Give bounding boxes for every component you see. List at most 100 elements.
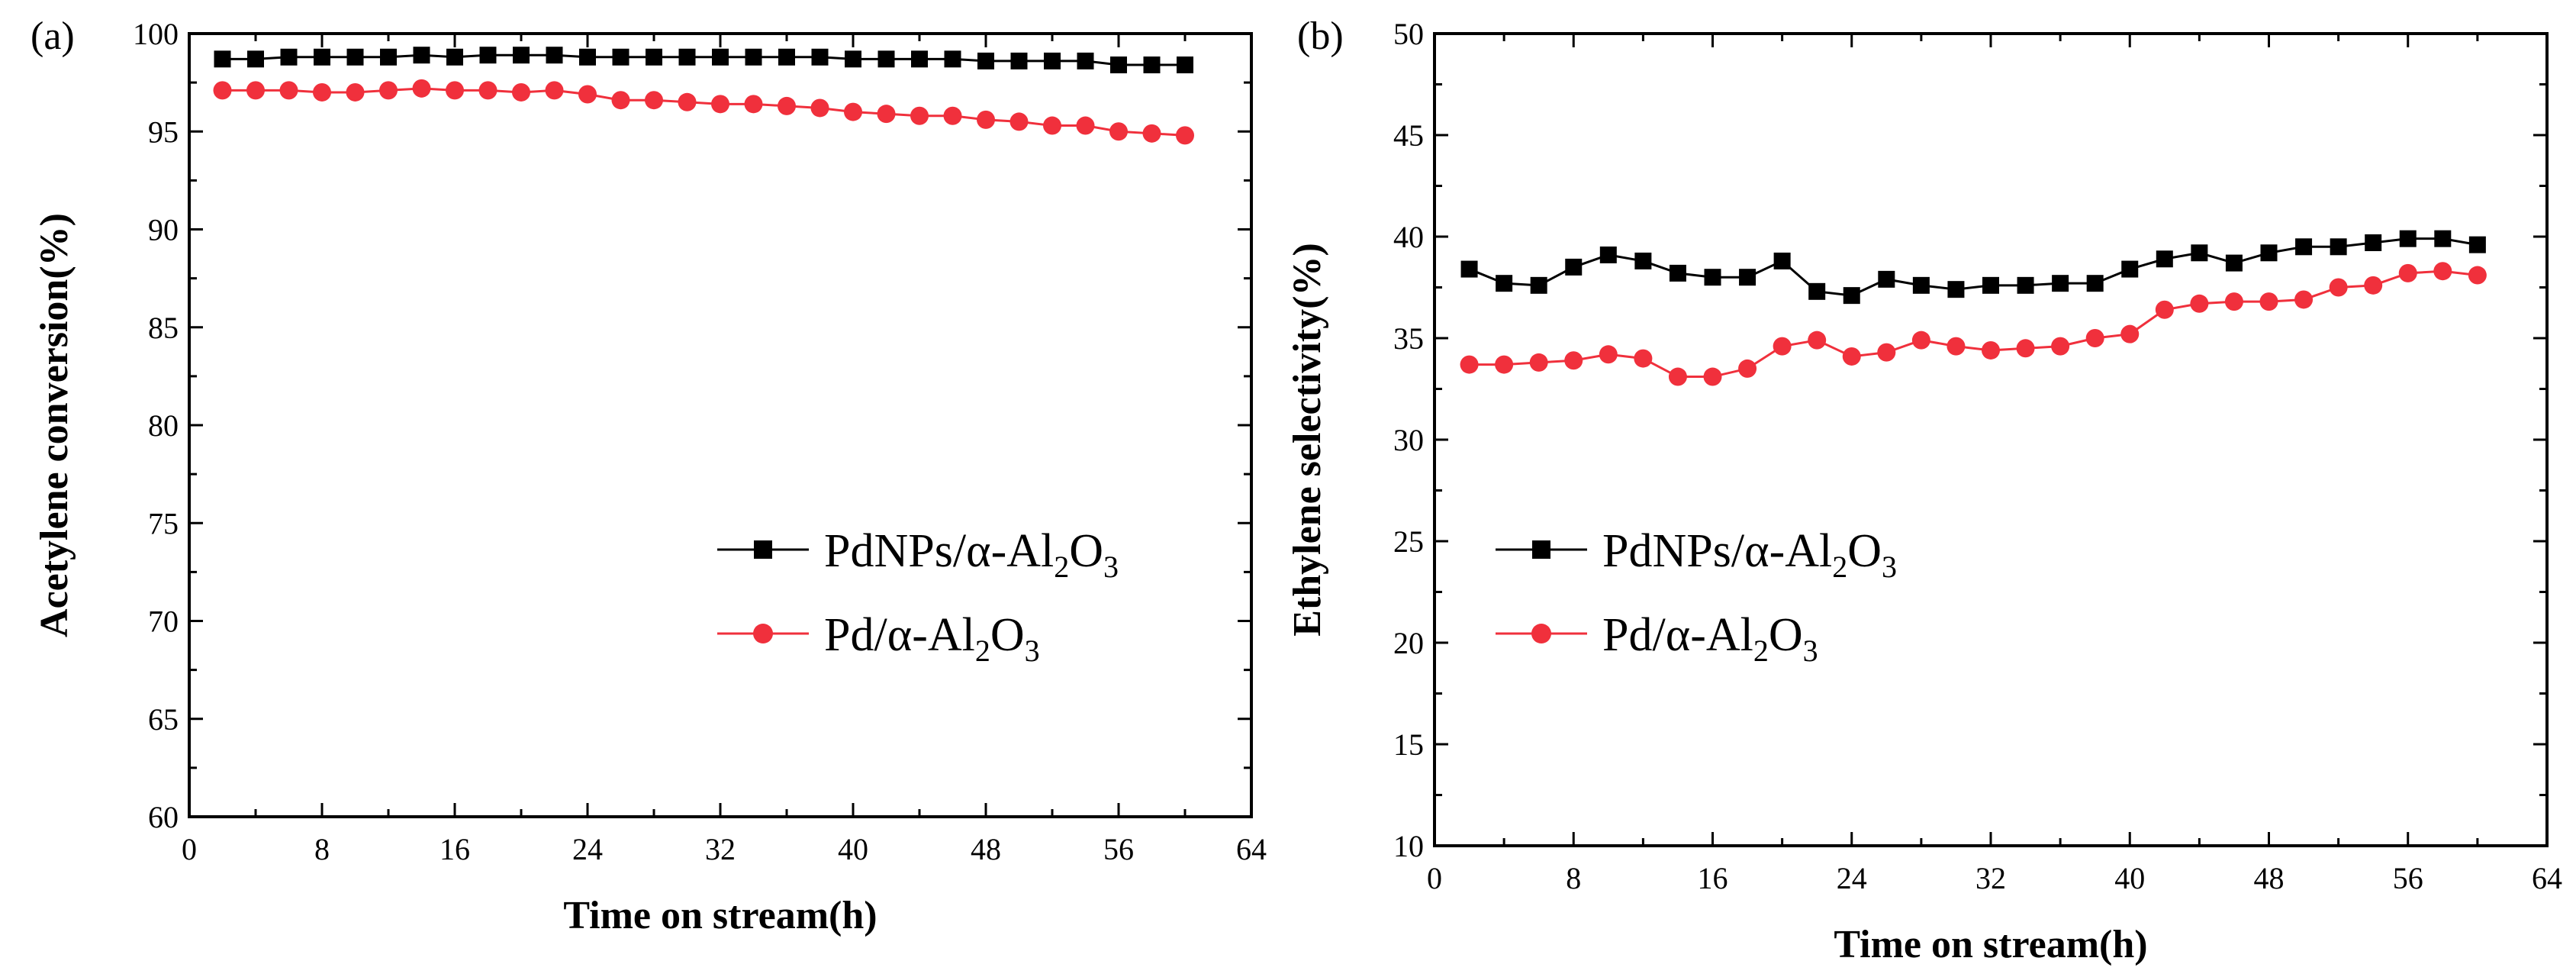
data-point-circle bbox=[2398, 263, 2417, 282]
data-point-square bbox=[546, 47, 563, 64]
data-point-circle bbox=[412, 79, 431, 98]
y-tick-label: 25 bbox=[1393, 524, 1424, 559]
x-tick-label: 16 bbox=[440, 832, 470, 866]
data-point-circle bbox=[246, 81, 265, 100]
plot-frame bbox=[1433, 32, 2549, 847]
x-tick-label: 16 bbox=[1698, 861, 1728, 895]
legend-label-mid: O bbox=[1847, 525, 1882, 577]
data-point-circle bbox=[2155, 300, 2174, 319]
data-point-circle bbox=[977, 110, 995, 129]
data-point-circle bbox=[2016, 339, 2035, 358]
y-tick-label: 40 bbox=[1393, 220, 1424, 254]
series-line-0 bbox=[222, 53, 1185, 66]
data-point-circle bbox=[2120, 324, 2140, 343]
series-line-0 bbox=[1468, 237, 2478, 297]
data-point-circle bbox=[1982, 340, 2000, 360]
data-point-circle bbox=[2468, 266, 2487, 285]
data-point-circle bbox=[478, 81, 497, 100]
y-axis-title: Ethylene selectivity(%) bbox=[1286, 243, 1329, 637]
data-point-square bbox=[845, 50, 861, 68]
data-point-circle bbox=[645, 91, 663, 110]
data-point-square bbox=[2191, 244, 2208, 262]
data-point-square bbox=[944, 50, 961, 68]
x-axis-title: Time on stream(h) bbox=[563, 894, 877, 937]
legend-label-main: Pd/α-Al bbox=[1602, 609, 1753, 661]
data-point-square bbox=[2295, 238, 2313, 256]
x-tick-label: 32 bbox=[705, 832, 736, 866]
data-point-square bbox=[2156, 250, 2173, 268]
data-point-square bbox=[1947, 281, 1965, 298]
legend-label-mid: O bbox=[990, 609, 1025, 661]
data-point-square bbox=[1143, 56, 1161, 74]
x-tick-label: 8 bbox=[1566, 861, 1581, 895]
data-point-square bbox=[678, 48, 696, 66]
x-tick-label: 32 bbox=[1975, 861, 2006, 895]
x-tick-label: 48 bbox=[971, 832, 1001, 866]
data-point-circle bbox=[1495, 355, 1514, 374]
legend-label-mid: O bbox=[1769, 609, 1803, 661]
data-point-circle bbox=[2433, 262, 2452, 281]
plot-frame bbox=[188, 32, 1253, 818]
data-point-circle bbox=[744, 95, 763, 114]
data-point-circle bbox=[279, 81, 298, 100]
y-tick-label: 30 bbox=[1393, 423, 1424, 457]
data-point-square bbox=[513, 47, 530, 64]
data-point-square bbox=[446, 48, 463, 66]
data-point-circle bbox=[1808, 331, 1827, 350]
data-point-circle bbox=[1634, 349, 1653, 368]
data-point-circle bbox=[1842, 347, 1861, 366]
data-point-circle bbox=[1703, 367, 1722, 386]
data-point-square bbox=[1773, 252, 1791, 269]
data-point-square bbox=[346, 48, 364, 66]
data-point-square bbox=[1878, 270, 1895, 288]
data-point-circle bbox=[678, 92, 697, 111]
legend-label-sub: 2 bbox=[1054, 550, 1069, 584]
data-point-square bbox=[579, 48, 596, 66]
series-line-1 bbox=[222, 87, 1186, 137]
data-point-square bbox=[877, 50, 895, 68]
legend-label-main: Pd/α-Al bbox=[824, 609, 975, 661]
data-point-circle bbox=[2294, 290, 2314, 309]
data-point-circle bbox=[545, 81, 564, 100]
legend-marker-circle bbox=[1531, 624, 1551, 643]
data-point-circle bbox=[346, 82, 365, 102]
data-point-square bbox=[2365, 234, 2382, 251]
x-tick-label: 0 bbox=[182, 832, 197, 866]
legend-label: Pd/α-Al2O3 bbox=[1602, 609, 1818, 668]
data-point-circle bbox=[1877, 343, 1896, 362]
x-tick-label: 8 bbox=[314, 832, 330, 866]
data-point-circle bbox=[1564, 351, 1583, 370]
data-point-circle bbox=[2259, 292, 2278, 311]
panel-label: (b) bbox=[1297, 15, 1344, 58]
data-point-square bbox=[1177, 56, 1193, 74]
data-point-square bbox=[646, 48, 662, 66]
data-point-circle bbox=[1668, 367, 1687, 386]
data-point-square bbox=[778, 48, 795, 66]
data-point-square bbox=[811, 48, 829, 66]
y-tick-label: 35 bbox=[1393, 321, 1424, 356]
data-point-square bbox=[2086, 275, 2104, 292]
data-point-square bbox=[1044, 52, 1061, 69]
data-point-circle bbox=[512, 82, 530, 102]
legend-label-main: PdNPs/α-Al bbox=[824, 525, 1054, 577]
y-tick-label: 85 bbox=[148, 311, 179, 345]
legend-marker-circle bbox=[753, 624, 773, 643]
legend-label-sub: 2 bbox=[975, 634, 990, 668]
data-point-circle bbox=[2364, 276, 2383, 295]
data-point-square bbox=[1077, 52, 1094, 69]
data-point-square bbox=[712, 48, 729, 66]
data-point-circle bbox=[1460, 355, 1479, 374]
data-point-square bbox=[2017, 276, 2034, 294]
data-point-circle bbox=[877, 105, 896, 124]
y-tick-label: 90 bbox=[148, 213, 179, 247]
legend-label-sub: 2 bbox=[1832, 550, 1847, 584]
x-tick-label: 56 bbox=[1103, 832, 1134, 866]
legend-label-sub2: 3 bbox=[1103, 550, 1119, 584]
x-tick-label: 24 bbox=[1837, 861, 1867, 895]
data-point-square bbox=[1808, 282, 1826, 300]
y-tick-label: 20 bbox=[1393, 626, 1424, 660]
data-point-square bbox=[479, 47, 497, 64]
data-point-circle bbox=[2085, 329, 2104, 347]
data-point-square bbox=[280, 48, 298, 66]
